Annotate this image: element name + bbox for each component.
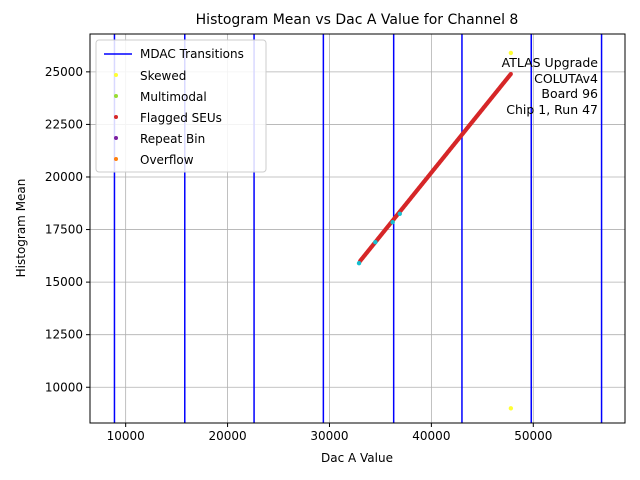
gridlines bbox=[90, 34, 625, 423]
legend: MDAC Transitions Skewed Multimodal Flagg… bbox=[95, 39, 267, 173]
x-tick-label: 40000 bbox=[412, 429, 450, 443]
cyan-point bbox=[356, 260, 362, 266]
legend-repeat-bin-marker bbox=[114, 136, 118, 140]
cyan-point bbox=[397, 211, 402, 216]
legend-box bbox=[95, 39, 267, 173]
y-tick-label: 12500 bbox=[45, 328, 83, 342]
x-axis-label: Dac A Value bbox=[321, 451, 393, 465]
skewed-point bbox=[508, 406, 514, 411]
y-tick-label: 25000 bbox=[45, 65, 83, 79]
legend-flagged-seus-marker bbox=[114, 115, 118, 119]
cyan-point bbox=[373, 239, 378, 245]
annotation-block: ATLAS Upgrade COLUTAv4 Board 96 Chip 1, … bbox=[502, 55, 599, 117]
legend-overflow-marker bbox=[114, 157, 118, 161]
plot-frame bbox=[89, 33, 626, 424]
legend-multimodal-label: Multimodal bbox=[140, 90, 207, 104]
legend-repeat-bin-label: Repeat Bin bbox=[140, 132, 205, 146]
x-axis-ticks: 10000 20000 30000 40000 50000 bbox=[107, 423, 552, 443]
y-axis-ticks: 10000 12500 15000 17500 20000 22500 25000 bbox=[45, 65, 90, 394]
y-tick-label: 20000 bbox=[45, 170, 83, 184]
annotation-line-2: COLUTAv4 bbox=[534, 71, 598, 86]
y-tick-label: 22500 bbox=[45, 117, 83, 131]
x-tick-label: 50000 bbox=[514, 429, 552, 443]
annotation-line-1: ATLAS Upgrade bbox=[502, 55, 599, 70]
y-tick-label: 10000 bbox=[45, 380, 83, 394]
annotation-line-4: Chip 1, Run 47 bbox=[506, 102, 598, 117]
flagged-seu-point bbox=[508, 71, 513, 76]
legend-skewed-marker bbox=[114, 73, 118, 77]
y-axis-label: Histogram Mean bbox=[14, 179, 28, 278]
x-tick-label: 20000 bbox=[208, 429, 246, 443]
legend-skewed-label: Skewed bbox=[140, 69, 186, 83]
y-tick-label: 15000 bbox=[45, 275, 83, 289]
legend-multimodal-marker bbox=[114, 94, 118, 98]
legend-flagged-seus-label: Flagged SEUs bbox=[140, 111, 222, 125]
legend-mdac-label: MDAC Transitions bbox=[140, 47, 244, 61]
annotation-line-3: Board 96 bbox=[541, 86, 598, 101]
data-points bbox=[356, 50, 514, 411]
legend-overflow-label: Overflow bbox=[140, 153, 194, 167]
y-tick-label: 17500 bbox=[45, 223, 83, 237]
cyan-point bbox=[390, 219, 395, 225]
chart-title: Histogram Mean vs Dac A Value for Channe… bbox=[196, 12, 519, 28]
x-tick-label: 10000 bbox=[107, 429, 145, 443]
x-tick-label: 30000 bbox=[310, 429, 348, 443]
skewed-point bbox=[508, 50, 514, 56]
